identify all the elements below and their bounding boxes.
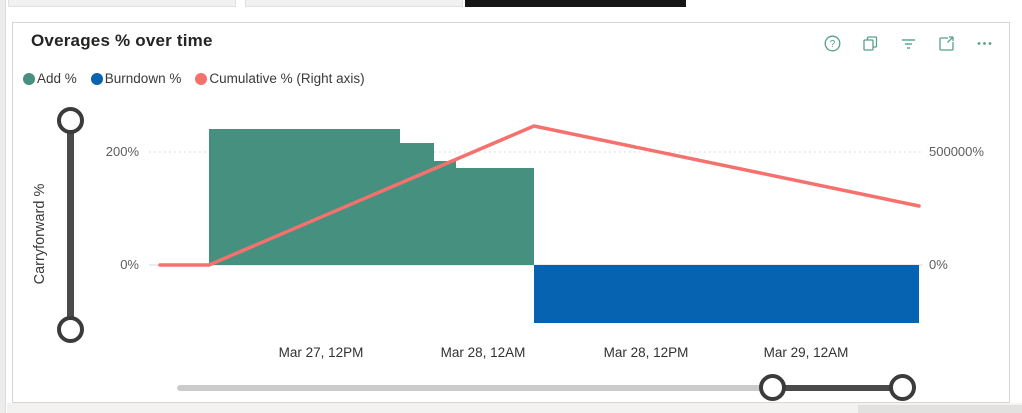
y-slider-top-handle[interactable] [57, 107, 84, 134]
y-axis-title: Carryforward % [32, 183, 48, 285]
time-range-slider [13, 373, 1009, 403]
legend-dot [23, 72, 35, 85]
more-options-icon[interactable] [976, 35, 993, 52]
canvas-background [7, 403, 1022, 413]
time-slider-start-handle[interactable] [759, 374, 786, 401]
x-axis-label-0: Mar 27, 12PM [278, 345, 364, 360]
burndown-bar-series[interactable] [534, 265, 919, 323]
svg-text:?: ? [830, 39, 836, 50]
time-slider-end-handle[interactable] [889, 374, 916, 401]
combo-chart-plot[interactable] [141, 103, 931, 338]
right-axis-tick-0: 0% [929, 257, 948, 272]
x-axis-label-3: Mar 29, 12AM [763, 345, 849, 360]
legend-label: Burndown % [104, 71, 182, 86]
right-axis-tick-500000: 500000% [929, 144, 984, 159]
tab-stub-2[interactable] [245, 0, 463, 7]
x-axis-label-1: Mar 28, 12AM [440, 345, 526, 360]
card-stub-below [858, 405, 1022, 413]
filter-icon[interactable] [900, 35, 917, 52]
time-slider-track[interactable] [177, 385, 906, 391]
left-axis-tick-0: 0% [120, 257, 139, 272]
y-slider-bottom-handle[interactable] [57, 316, 84, 343]
legend-item-add[interactable]: Add % [23, 71, 77, 86]
x-axis-label-2: Mar 28, 12PM [603, 345, 689, 360]
cumulative-line-series[interactable] [158, 124, 921, 267]
y-axis-range-slider [45, 107, 95, 343]
copy-icon[interactable] [862, 35, 879, 52]
tab-stub-3-selected[interactable] [465, 0, 686, 7]
chart-legend: Add % Burndown % Cumulative % (Right axi… [23, 71, 365, 86]
legend-dot [90, 72, 103, 85]
focus-mode-icon[interactable] [938, 35, 955, 52]
legend-label: Add % [37, 71, 77, 86]
legend-item-burndown[interactable]: Burndown % [90, 71, 182, 86]
visual-toolbar: ? [824, 35, 993, 52]
time-slider-selected-range[interactable] [772, 385, 902, 391]
left-axis-tick-200: 200% [105, 144, 139, 159]
visual-title: Overages % over time [31, 31, 213, 50]
page-edge-strip [0, 0, 6, 413]
legend-label: Cumulative % (Right axis) [209, 71, 365, 86]
help-icon[interactable]: ? [824, 35, 841, 52]
legend-item-cumulative[interactable]: Cumulative % (Right axis) [195, 71, 365, 86]
tab-stub-1[interactable] [8, 0, 236, 7]
visual-card-overages: Overages % over time ? [12, 22, 1010, 403]
y-slider-selected-range[interactable] [67, 121, 74, 329]
legend-dot [195, 72, 208, 85]
